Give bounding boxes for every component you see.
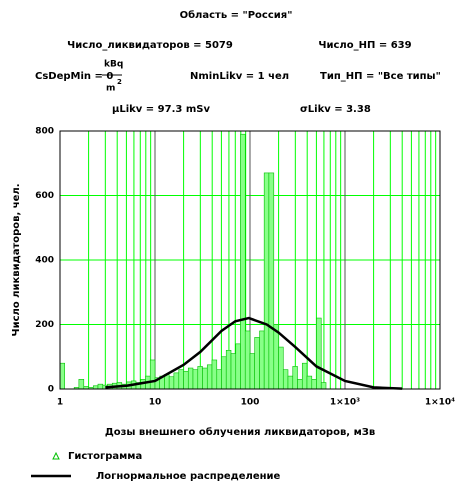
annotation: 2	[117, 78, 122, 86]
plot-frame	[59, 130, 441, 390]
bar	[216, 369, 222, 390]
annotation: Число_НП = 639	[318, 40, 411, 51]
y-tick-label: 200	[35, 320, 54, 330]
x-tick-label: 1×10⁴	[425, 398, 455, 408]
bar	[235, 343, 241, 390]
bar	[206, 364, 213, 390]
bar	[221, 356, 227, 390]
bar	[173, 372, 180, 390]
bar	[178, 369, 184, 390]
x-tick-label: 100	[241, 398, 260, 408]
annotation: CsDepMin = 0	[35, 71, 113, 82]
y-tick-label: 400	[35, 256, 54, 266]
bar	[230, 353, 237, 390]
bar	[164, 374, 170, 390]
bar	[301, 362, 308, 390]
annotation: σLikv = 3.38	[300, 104, 371, 115]
bar	[268, 172, 275, 390]
bar	[311, 379, 317, 390]
bar	[316, 317, 322, 390]
bar	[59, 362, 65, 390]
bar	[97, 383, 104, 390]
bar	[259, 330, 265, 390]
annotation: m	[106, 84, 115, 94]
x-tick-label: 1×10³	[330, 398, 360, 408]
bar	[287, 375, 294, 390]
bar	[278, 346, 284, 390]
bar	[249, 353, 255, 390]
annotation: NminLikv = 1 чел	[190, 71, 289, 82]
legend-marker	[52, 451, 60, 460]
bar	[183, 370, 189, 390]
annotation: μLikv = 97.3 mSv	[112, 104, 210, 115]
x-tick-label: 1	[57, 398, 63, 408]
bar	[306, 375, 313, 390]
y-tick-label: 800	[35, 127, 54, 137]
bar	[282, 369, 289, 390]
bar	[244, 330, 251, 390]
line	[105, 316, 403, 390]
bar	[297, 379, 303, 390]
y-axis-label: Число ликвидаторов, чел.	[11, 183, 22, 336]
y-tick-label: 0	[48, 385, 54, 395]
y-tick-label: 600	[35, 191, 54, 201]
annotation: Тип_НП = "Все типы"	[320, 71, 441, 82]
bar	[263, 172, 270, 390]
bar	[149, 359, 156, 390]
x-tick-label: 10	[149, 398, 162, 408]
bar	[254, 337, 260, 390]
bar	[187, 367, 194, 390]
bar	[168, 376, 175, 390]
annotation: kBq	[104, 60, 123, 70]
bar	[292, 366, 298, 390]
bar	[320, 382, 327, 390]
bar	[192, 369, 199, 390]
bar	[240, 133, 246, 390]
bar	[273, 324, 279, 390]
annotation: Число_ликвидаторов = 5079	[67, 40, 233, 51]
chart-title: Область = "Россия"	[180, 9, 293, 21]
legend-label: Логнормальное распределение	[96, 471, 281, 482]
bar	[211, 359, 218, 390]
x-axis-label: Дозы внешнего облучения ликвидаторов, мЗ…	[105, 426, 375, 438]
bar	[78, 379, 85, 390]
bar	[202, 367, 208, 390]
legend-label: Гистограмма	[68, 451, 142, 462]
bar	[197, 366, 203, 390]
bar	[225, 349, 232, 390]
